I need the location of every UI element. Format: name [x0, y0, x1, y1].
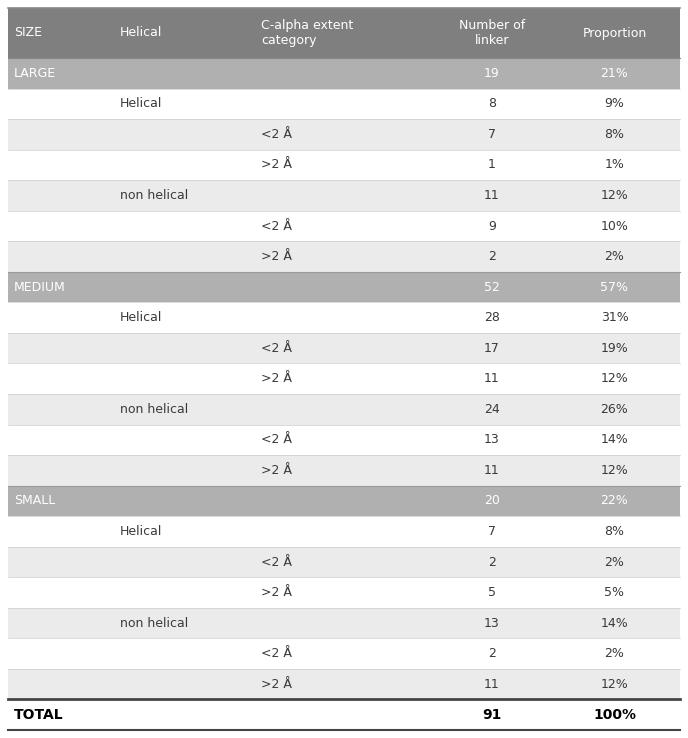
Text: SMALL: SMALL: [14, 494, 55, 508]
Text: 12%: 12%: [601, 372, 628, 385]
Text: 19: 19: [484, 66, 499, 80]
Text: 9: 9: [488, 219, 496, 232]
Text: LARGE: LARGE: [14, 66, 56, 80]
Text: >2 Å: >2 Å: [261, 372, 292, 385]
Text: 9%: 9%: [605, 97, 625, 110]
Bar: [8, 577, 680, 608]
Text: <2 Å: <2 Å: [261, 556, 292, 568]
Text: 100%: 100%: [593, 708, 636, 722]
Text: 28: 28: [484, 311, 499, 324]
Text: 2%: 2%: [605, 647, 625, 660]
Text: 11: 11: [484, 189, 499, 202]
Text: Helical: Helical: [120, 525, 162, 538]
Bar: [8, 638, 680, 669]
Text: Helical: Helical: [120, 27, 162, 40]
Bar: [8, 303, 680, 333]
Bar: [8, 89, 680, 119]
Text: SIZE: SIZE: [14, 27, 42, 40]
Bar: [8, 150, 680, 180]
Text: 11: 11: [484, 372, 499, 385]
Text: 5: 5: [488, 586, 496, 599]
Text: 2%: 2%: [605, 250, 625, 263]
Text: 12%: 12%: [601, 189, 628, 202]
Bar: [8, 58, 680, 89]
Text: C-alpha extent
category: C-alpha extent category: [261, 19, 354, 47]
Bar: [8, 669, 680, 700]
Text: >2 Å: >2 Å: [261, 159, 292, 171]
Text: 2: 2: [488, 647, 496, 660]
Text: non helical: non helical: [120, 616, 189, 630]
Text: 7: 7: [488, 128, 496, 141]
Text: <2 Å: <2 Å: [261, 342, 292, 355]
Text: 11: 11: [484, 464, 499, 477]
Text: 22%: 22%: [601, 494, 628, 508]
Text: >2 Å: >2 Å: [261, 677, 292, 691]
Bar: [8, 608, 680, 638]
Bar: [8, 363, 680, 394]
Bar: [8, 211, 680, 241]
Bar: [8, 424, 680, 455]
Text: 2: 2: [488, 250, 496, 263]
Text: 7: 7: [488, 525, 496, 538]
Text: 13: 13: [484, 433, 499, 446]
Bar: [8, 455, 680, 486]
Text: 31%: 31%: [601, 311, 628, 324]
Text: 57%: 57%: [601, 280, 628, 294]
Bar: [8, 516, 680, 547]
Text: MEDIUM: MEDIUM: [14, 280, 66, 294]
Text: Helical: Helical: [120, 97, 162, 110]
Bar: [8, 700, 680, 730]
Text: <2 Å: <2 Å: [261, 219, 292, 232]
Text: 17: 17: [484, 342, 499, 355]
Text: 14%: 14%: [601, 616, 628, 630]
Text: <2 Å: <2 Å: [261, 128, 292, 141]
Text: 8: 8: [488, 97, 496, 110]
Bar: [8, 547, 680, 577]
Text: >2 Å: >2 Å: [261, 464, 292, 477]
Text: 12%: 12%: [601, 677, 628, 691]
Text: 19%: 19%: [601, 342, 628, 355]
Text: 12%: 12%: [601, 464, 628, 477]
Bar: [8, 180, 680, 211]
Text: 1: 1: [488, 159, 496, 171]
Bar: [8, 241, 680, 272]
Text: 2%: 2%: [605, 556, 625, 568]
Text: 8%: 8%: [605, 525, 625, 538]
Text: 20: 20: [484, 494, 499, 508]
Text: <2 Å: <2 Å: [261, 433, 292, 446]
Text: 26%: 26%: [601, 403, 628, 415]
Text: 5%: 5%: [605, 586, 625, 599]
Text: <2 Å: <2 Å: [261, 647, 292, 660]
Bar: [8, 333, 680, 363]
Text: Number of
linker: Number of linker: [459, 19, 525, 47]
Text: 1%: 1%: [605, 159, 625, 171]
Text: 2: 2: [488, 556, 496, 568]
Text: 13: 13: [484, 616, 499, 630]
Text: 52: 52: [484, 280, 499, 294]
Text: 10%: 10%: [601, 219, 628, 232]
Bar: [8, 272, 680, 303]
Bar: [8, 8, 680, 58]
Bar: [8, 394, 680, 424]
Text: 14%: 14%: [601, 433, 628, 446]
Text: Helical: Helical: [120, 311, 162, 324]
Bar: [8, 486, 680, 516]
Text: >2 Å: >2 Å: [261, 586, 292, 599]
Text: 24: 24: [484, 403, 499, 415]
Text: 11: 11: [484, 677, 499, 691]
Text: Proportion: Proportion: [582, 27, 647, 40]
Text: 21%: 21%: [601, 66, 628, 80]
Text: 91: 91: [482, 708, 502, 722]
Text: TOTAL: TOTAL: [14, 708, 63, 722]
Text: >2 Å: >2 Å: [261, 250, 292, 263]
Text: non helical: non helical: [120, 403, 189, 415]
Text: non helical: non helical: [120, 189, 189, 202]
Bar: [8, 119, 680, 150]
Text: 8%: 8%: [605, 128, 625, 141]
